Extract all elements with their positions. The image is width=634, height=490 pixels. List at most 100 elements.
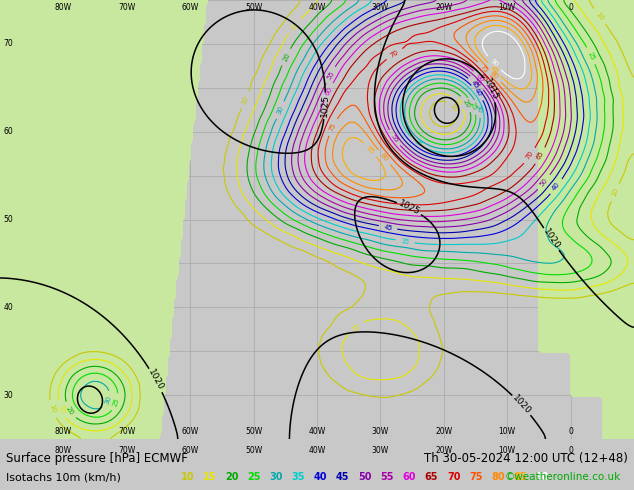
Text: 10W: 10W <box>498 2 516 12</box>
Text: 70: 70 <box>389 49 400 59</box>
Text: 15: 15 <box>290 21 300 31</box>
Text: 40W: 40W <box>308 427 326 437</box>
Text: 60W: 60W <box>181 2 199 12</box>
Text: 30W: 30W <box>372 446 389 455</box>
Text: 35: 35 <box>400 238 410 245</box>
Text: Isotachs 10m (km/h): Isotachs 10m (km/h) <box>6 472 121 482</box>
Text: 35: 35 <box>292 472 305 482</box>
Text: 15: 15 <box>351 322 361 333</box>
Text: 80W: 80W <box>55 2 72 12</box>
Text: 0: 0 <box>568 2 573 12</box>
Text: 15: 15 <box>203 472 216 482</box>
Text: 80: 80 <box>491 472 505 482</box>
Text: 30: 30 <box>474 103 482 114</box>
Text: 50: 50 <box>539 177 549 187</box>
Text: 85: 85 <box>365 145 375 155</box>
Text: 50W: 50W <box>245 446 262 455</box>
Text: 10: 10 <box>181 472 194 482</box>
Text: 30: 30 <box>276 105 285 116</box>
Text: 20: 20 <box>65 405 75 416</box>
Text: 25: 25 <box>247 472 261 482</box>
Text: 1025: 1025 <box>397 199 422 217</box>
Text: 60: 60 <box>403 472 416 482</box>
Text: 0: 0 <box>568 446 573 455</box>
Text: 1025: 1025 <box>320 94 330 118</box>
Text: 40W: 40W <box>308 446 326 455</box>
Text: 30: 30 <box>3 391 13 400</box>
Text: 40: 40 <box>3 303 13 312</box>
Text: 10W: 10W <box>498 446 516 455</box>
Text: 20: 20 <box>225 472 238 482</box>
Text: 65: 65 <box>425 472 438 482</box>
Text: 80W: 80W <box>55 427 72 437</box>
Text: 50: 50 <box>472 77 482 88</box>
Text: 50W: 50W <box>245 2 262 12</box>
Text: 1020: 1020 <box>541 227 562 251</box>
Text: 50: 50 <box>3 215 13 224</box>
Text: 25: 25 <box>469 100 477 111</box>
Text: 15: 15 <box>453 96 463 107</box>
Text: 10: 10 <box>595 11 605 22</box>
Text: 40W: 40W <box>308 2 326 12</box>
Text: 70W: 70W <box>118 2 136 12</box>
Text: 85: 85 <box>489 64 500 74</box>
Text: ©weatheronline.co.uk: ©weatheronline.co.uk <box>505 472 621 482</box>
Text: 30W: 30W <box>372 2 389 12</box>
Text: 20W: 20W <box>435 427 453 437</box>
Text: 0: 0 <box>568 427 573 437</box>
Text: 1020: 1020 <box>510 393 533 416</box>
Text: 70: 70 <box>524 150 534 161</box>
Text: 55: 55 <box>326 70 335 80</box>
Text: 50: 50 <box>358 472 372 482</box>
Text: 30: 30 <box>269 472 283 482</box>
Text: 90: 90 <box>489 58 500 69</box>
Text: 45: 45 <box>470 79 480 90</box>
Text: 25: 25 <box>112 397 120 408</box>
Text: 40: 40 <box>551 181 561 192</box>
Text: 10W: 10W <box>498 427 516 437</box>
Text: 45: 45 <box>383 223 393 231</box>
Text: 65: 65 <box>535 150 545 161</box>
Text: 45: 45 <box>336 472 349 482</box>
Text: 80: 80 <box>379 152 389 163</box>
Text: 20: 20 <box>281 52 291 62</box>
Text: 70: 70 <box>3 39 13 49</box>
Text: 80: 80 <box>489 70 500 80</box>
Text: 20: 20 <box>462 98 471 109</box>
Text: 15: 15 <box>57 404 66 415</box>
Text: 10: 10 <box>611 187 620 197</box>
Text: 55: 55 <box>380 472 394 482</box>
Text: 20W: 20W <box>435 446 453 455</box>
Text: 90: 90 <box>536 472 549 482</box>
Text: 60: 60 <box>3 127 13 136</box>
Text: 60W: 60W <box>181 446 199 455</box>
Text: Th 30-05-2024 12:00 UTC (12+48): Th 30-05-2024 12:00 UTC (12+48) <box>424 452 628 465</box>
Text: 20W: 20W <box>435 2 453 12</box>
Text: 50W: 50W <box>245 427 262 437</box>
Text: 40: 40 <box>472 87 482 98</box>
Text: 10: 10 <box>449 102 459 113</box>
Text: 60: 60 <box>475 73 486 83</box>
Text: 65: 65 <box>479 73 489 83</box>
Text: 40: 40 <box>314 472 327 482</box>
Text: 1020: 1020 <box>146 368 165 392</box>
Text: 75: 75 <box>469 472 482 482</box>
Text: 30: 30 <box>104 395 113 405</box>
Text: 80W: 80W <box>55 446 72 455</box>
Text: 25: 25 <box>586 50 595 61</box>
Text: 10: 10 <box>49 404 57 414</box>
Text: 75: 75 <box>479 64 489 74</box>
Text: 55: 55 <box>389 133 399 144</box>
Text: 35: 35 <box>412 138 423 148</box>
Text: 70W: 70W <box>118 446 136 455</box>
Text: 1015: 1015 <box>482 77 500 102</box>
Text: 75: 75 <box>328 122 337 133</box>
Text: 70: 70 <box>447 472 460 482</box>
Text: 85: 85 <box>514 472 527 482</box>
Text: 60W: 60W <box>181 427 199 437</box>
Text: Surface pressure [hPa] ECMWF: Surface pressure [hPa] ECMWF <box>6 452 188 465</box>
Text: 70W: 70W <box>118 427 136 437</box>
Text: 30W: 30W <box>372 427 389 437</box>
Text: 10: 10 <box>241 95 250 105</box>
Text: 60: 60 <box>324 86 333 97</box>
